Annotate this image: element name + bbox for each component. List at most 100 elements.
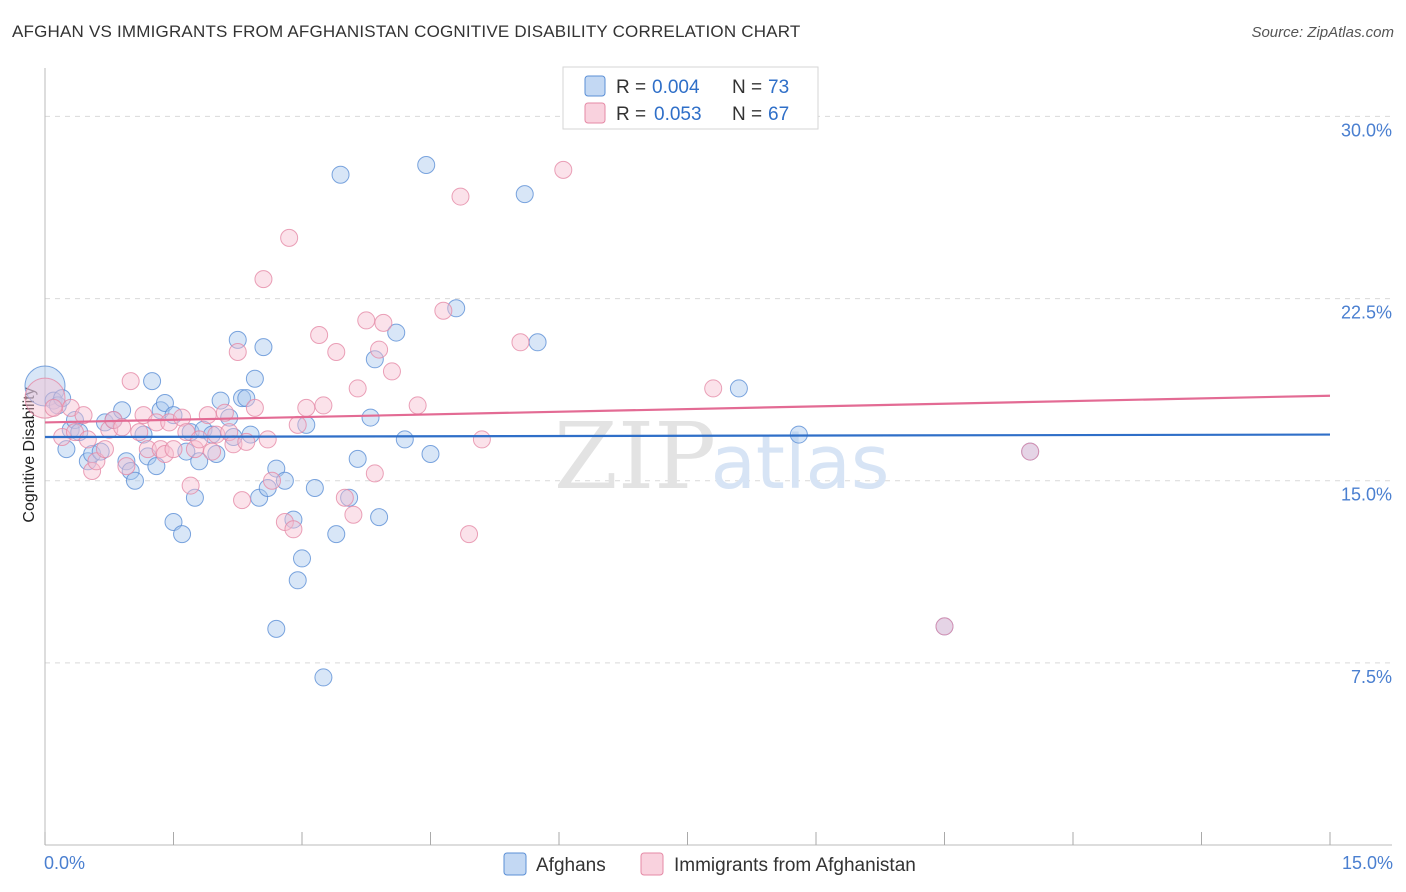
afghan-point bbox=[190, 452, 209, 471]
immigrant-point bbox=[280, 228, 299, 247]
immigrant-point bbox=[434, 301, 453, 320]
series-legend-swatch-immigrants bbox=[640, 852, 664, 876]
immigrant-point bbox=[314, 396, 333, 415]
immigrant-point bbox=[382, 362, 401, 381]
immigrant-point bbox=[374, 313, 393, 332]
immigrant-point bbox=[365, 464, 384, 483]
afghan-point bbox=[125, 471, 144, 490]
series-legend: Afghans Immigrants from Afghanistan bbox=[503, 852, 916, 876]
afghan-point bbox=[361, 408, 380, 427]
afghan-point bbox=[729, 379, 748, 398]
afghan-point bbox=[57, 440, 76, 459]
immigrant-point bbox=[258, 430, 277, 449]
legend-r-label: R = bbox=[616, 77, 646, 98]
tick-labels: 7.5% 15.0% 22.5% 30.0% 0.0% 15.0% bbox=[44, 120, 1393, 873]
immigrant-point bbox=[344, 505, 363, 524]
immigrant-point bbox=[74, 406, 93, 425]
immigrant-point bbox=[215, 403, 234, 422]
legend-r-value-afghans: 0.004 bbox=[652, 77, 700, 98]
afghan-point bbox=[267, 619, 286, 638]
immigrant-point bbox=[263, 471, 282, 490]
x-tick-label-max: 15.0% bbox=[1342, 853, 1393, 873]
immigrant-point bbox=[203, 442, 222, 461]
afghan-point bbox=[233, 389, 252, 408]
afghan-point bbox=[365, 350, 384, 369]
y-tick-label: 15.0% bbox=[1341, 485, 1392, 505]
afghan-point bbox=[417, 156, 436, 174]
immigrant-point bbox=[155, 445, 174, 463]
afghan-point bbox=[275, 471, 294, 490]
legend-n-value-immigrants: 67 bbox=[768, 104, 789, 125]
afghan-point bbox=[293, 549, 311, 568]
watermark-atlas: atlas bbox=[711, 420, 890, 506]
immigrant-point bbox=[335, 488, 354, 507]
chart-title: AFGHAN VS IMMIGRANTS FROM AFGHANISTAN CO… bbox=[12, 22, 801, 41]
immigrant-point bbox=[147, 413, 166, 432]
immigrant-point bbox=[472, 430, 491, 449]
y-tick-label: 30.0% bbox=[1341, 120, 1392, 140]
immigrant-point bbox=[451, 187, 470, 206]
immigrant-point bbox=[310, 326, 329, 344]
immigrant-point bbox=[198, 406, 217, 425]
afghan-point bbox=[348, 449, 367, 468]
immigrant-point bbox=[348, 379, 367, 398]
series-legend-swatch-afghans bbox=[503, 852, 527, 876]
axes bbox=[44, 68, 1392, 846]
afghan-point bbox=[327, 525, 346, 544]
immigrant-point bbox=[228, 343, 247, 361]
legend-n-label: N = bbox=[732, 77, 762, 98]
legend-n-value-afghans: 73 bbox=[768, 77, 789, 98]
afghan-point bbox=[395, 430, 414, 449]
immigrant-point bbox=[233, 491, 252, 510]
immigrant-point bbox=[327, 343, 346, 361]
trend-line-afghans bbox=[44, 433, 1331, 439]
immigrant-point bbox=[95, 440, 114, 459]
source-credit: Source: ZipAtlas.com bbox=[1251, 24, 1394, 41]
immigrant-point bbox=[460, 525, 479, 544]
immigrant-point bbox=[117, 457, 136, 476]
immigrant-point bbox=[190, 430, 209, 449]
immigrant-point bbox=[408, 396, 427, 415]
immigrant-point bbox=[130, 423, 149, 442]
afghan-point bbox=[173, 525, 192, 544]
trend-lines bbox=[44, 394, 1331, 439]
afghan-point bbox=[254, 338, 273, 357]
legend-swatch-afghans bbox=[584, 75, 606, 97]
immigrant-point bbox=[254, 270, 273, 289]
y-tick-label: 7.5% bbox=[1351, 667, 1392, 687]
x-tick-label-min: 0.0% bbox=[44, 853, 85, 873]
afghan-point bbox=[305, 479, 324, 497]
afghan-point bbox=[528, 333, 547, 352]
afghan-point bbox=[370, 508, 389, 527]
immigrant-point bbox=[554, 160, 573, 179]
afghan-point bbox=[331, 165, 350, 184]
immigrant-point bbox=[138, 440, 157, 459]
immigrant-point bbox=[44, 398, 63, 417]
immigrant-point bbox=[121, 372, 140, 391]
afghan-point bbox=[143, 372, 162, 391]
afghan-point bbox=[185, 488, 204, 507]
immigrant-point bbox=[245, 398, 264, 417]
afghan-point bbox=[117, 452, 136, 471]
immigrant-point bbox=[83, 462, 102, 480]
legend-r-label: R = bbox=[616, 104, 646, 125]
immigrant-point bbox=[297, 398, 316, 417]
legend-n-label: N = bbox=[732, 104, 762, 125]
afghan-point bbox=[515, 185, 534, 204]
data-points bbox=[24, 156, 1040, 687]
immigrant-point bbox=[284, 520, 303, 539]
immigrant-point bbox=[370, 340, 389, 359]
afghan-point bbox=[340, 488, 359, 507]
immigrant-point bbox=[288, 415, 307, 434]
afghan-point bbox=[314, 668, 333, 687]
legend-r-value-immigrants: 0.053 bbox=[654, 104, 702, 125]
afghan-point bbox=[421, 445, 440, 463]
watermark: ZIP atlas bbox=[554, 403, 890, 510]
stats-legend: R = 0.004 N = 73 R = 0.053 N = 67 bbox=[562, 66, 819, 130]
afghan-point bbox=[245, 369, 264, 388]
watermark-zip: ZIP bbox=[554, 403, 716, 510]
immigrant-point bbox=[357, 311, 376, 330]
immigrant-point bbox=[24, 377, 66, 419]
